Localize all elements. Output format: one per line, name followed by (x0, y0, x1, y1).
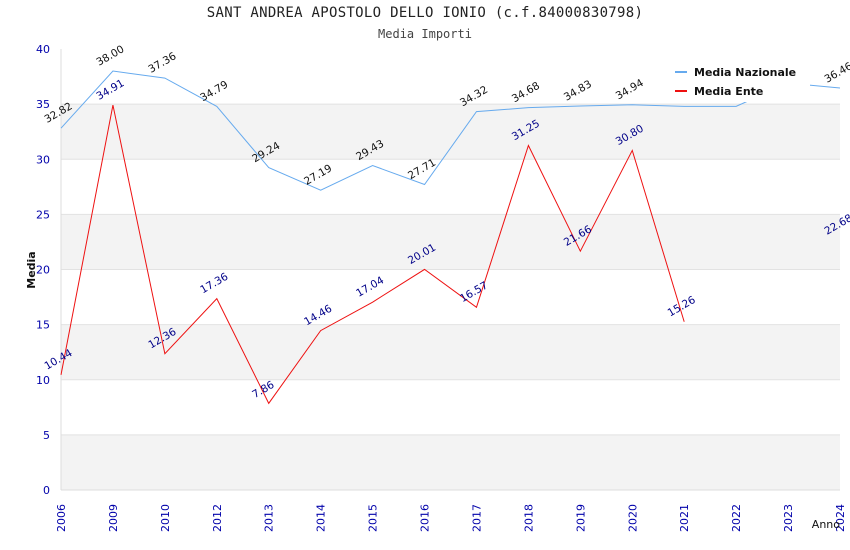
y-tick-label: 20 (36, 264, 50, 277)
y-tick-label: 5 (43, 429, 50, 442)
y-tick-label: 15 (36, 319, 50, 332)
grid-band (61, 379, 840, 435)
y-tick-label: 10 (36, 374, 50, 387)
x-tick-label: 2020 (626, 504, 639, 532)
grid-band (61, 269, 840, 325)
x-tick-label: 2006 (55, 504, 68, 532)
series-line (60, 105, 685, 405)
grid-band (61, 214, 840, 270)
y-axis-label: Media (25, 251, 38, 288)
grid-band (61, 104, 840, 160)
series-line (60, 70, 841, 191)
grid-band (61, 434, 840, 490)
y-tick-label: 30 (36, 153, 50, 166)
x-tick-label: 2016 (419, 504, 432, 532)
x-tick-label: 2024 (834, 504, 847, 532)
x-tick-label: 2022 (730, 504, 743, 532)
y-tick-label: 25 (36, 208, 50, 221)
x-tick-label: 2021 (678, 504, 691, 532)
x-tick-label: 2013 (263, 504, 276, 532)
x-tick-label: 2010 (159, 504, 172, 532)
legend-label: Media Nazionale (694, 66, 796, 79)
grid-band (61, 324, 840, 380)
x-axis-label: Anno (812, 518, 840, 531)
grid-band (61, 159, 840, 215)
x-tick-label: 2018 (522, 504, 535, 532)
chart-subtitle: Media Importi (378, 27, 472, 41)
chart-title: SANT ANDREA APOSTOLO DELLO IONIO (c.f.84… (206, 5, 644, 21)
x-tick-label: 2017 (470, 504, 483, 532)
y-tick-label: 40 (36, 43, 50, 56)
y-tick-label: 0 (43, 484, 50, 497)
y-tick-label: 35 (36, 98, 50, 111)
x-tick-label: 2023 (782, 504, 795, 532)
x-tick-label: 2019 (574, 504, 587, 532)
legend-box (670, 60, 810, 102)
legend-label: Media Ente (694, 85, 763, 98)
x-tick-label: 2014 (315, 504, 328, 532)
x-tick-label: 2009 (107, 504, 120, 532)
x-tick-label: 2012 (211, 504, 224, 532)
x-tick-label: 2015 (367, 504, 380, 532)
